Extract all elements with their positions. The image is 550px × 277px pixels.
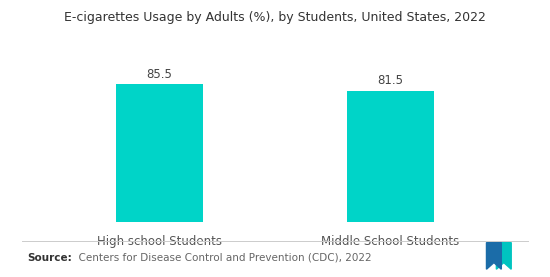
Polygon shape bbox=[496, 243, 512, 269]
Text: 85.5: 85.5 bbox=[146, 68, 173, 81]
Text: 81.5: 81.5 bbox=[377, 75, 404, 88]
Bar bbox=[116, 84, 204, 222]
Bar bbox=[346, 91, 434, 222]
Text: E-cigarettes Usage by Adults (%), by Students, United States, 2022: E-cigarettes Usage by Adults (%), by Stu… bbox=[64, 11, 486, 24]
Text: Centers for Disease Control and Prevention (CDC), 2022: Centers for Disease Control and Preventi… bbox=[72, 253, 371, 263]
Polygon shape bbox=[487, 243, 502, 269]
Text: Source:: Source: bbox=[28, 253, 72, 263]
